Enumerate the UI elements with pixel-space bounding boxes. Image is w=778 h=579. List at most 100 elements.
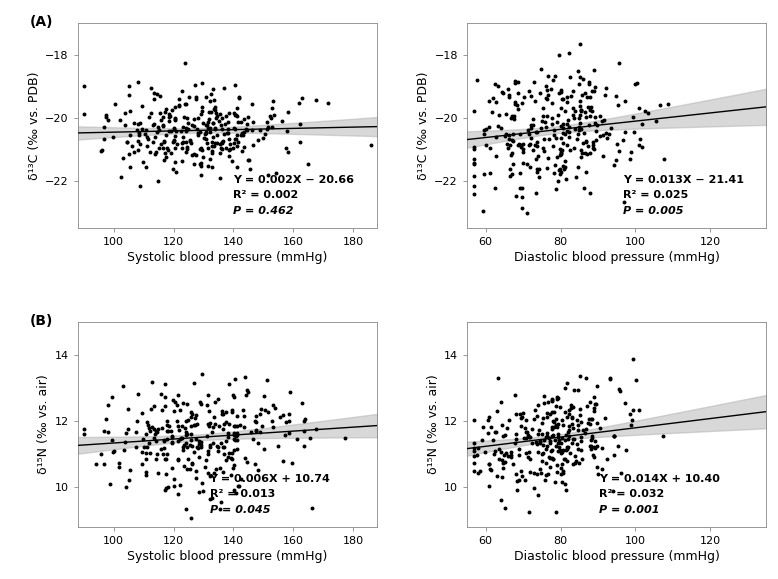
Point	[226, 406, 238, 415]
Point	[144, 427, 156, 436]
Point	[293, 98, 306, 107]
Point	[204, 442, 216, 452]
Point	[258, 130, 271, 139]
Point	[261, 124, 273, 133]
Point	[538, 392, 551, 401]
Point	[194, 158, 207, 167]
Point	[636, 120, 648, 129]
Point	[509, 97, 521, 106]
Point	[175, 126, 187, 135]
Point	[468, 159, 481, 168]
Point	[545, 424, 558, 434]
Point	[503, 90, 515, 100]
Point	[176, 156, 188, 166]
Point	[551, 460, 563, 470]
Point	[562, 133, 575, 142]
Point	[202, 117, 215, 126]
Point	[107, 448, 119, 457]
Point	[564, 448, 576, 457]
Point	[160, 153, 173, 162]
Point	[109, 99, 121, 108]
Point	[205, 90, 217, 99]
Point	[497, 464, 510, 473]
Point	[120, 428, 132, 437]
Point	[520, 433, 532, 442]
Point	[212, 446, 224, 455]
Point	[559, 407, 571, 416]
Point	[177, 441, 190, 450]
Point	[503, 130, 516, 140]
Point	[553, 50, 566, 60]
Point	[151, 90, 163, 99]
Point	[299, 415, 311, 424]
Point	[535, 123, 548, 133]
Point	[576, 90, 588, 100]
Text: Y = 0.006X + 10.74: Y = 0.006X + 10.74	[209, 474, 331, 484]
Point	[489, 184, 501, 193]
Point	[479, 124, 492, 134]
Point	[148, 434, 160, 443]
Point	[306, 503, 318, 512]
Point	[587, 145, 600, 154]
Point	[513, 475, 525, 485]
Point	[218, 450, 230, 459]
Point	[180, 113, 193, 122]
Point	[559, 129, 572, 138]
Point	[627, 405, 640, 415]
Point	[297, 442, 310, 451]
Point	[98, 426, 110, 435]
Point	[562, 435, 574, 444]
Point	[252, 466, 265, 475]
Point	[131, 125, 143, 134]
Point	[524, 433, 536, 442]
Point	[560, 430, 573, 439]
Point	[516, 98, 528, 108]
Point	[124, 465, 137, 474]
Point	[559, 163, 571, 172]
Point	[254, 404, 267, 413]
Point	[580, 373, 593, 383]
Point	[530, 155, 542, 164]
Point	[174, 434, 187, 444]
Point	[513, 130, 526, 139]
Point	[269, 404, 282, 413]
Point	[482, 482, 495, 491]
Point	[590, 400, 602, 409]
Point	[507, 459, 520, 468]
Point	[226, 143, 239, 152]
Point	[172, 455, 184, 464]
Point	[283, 428, 296, 438]
Point	[169, 113, 181, 123]
Point	[282, 417, 295, 426]
Point	[199, 462, 212, 471]
Point	[162, 427, 174, 436]
Point	[510, 469, 522, 478]
Point	[266, 416, 279, 426]
Point	[489, 428, 502, 437]
Point	[630, 78, 643, 87]
Point	[150, 426, 163, 435]
Point	[192, 443, 205, 452]
Point	[279, 430, 291, 439]
Point	[215, 144, 227, 153]
Point	[190, 151, 202, 160]
Point	[296, 94, 309, 103]
Point	[218, 419, 230, 428]
Point	[500, 449, 513, 458]
Point	[169, 102, 181, 112]
Point	[156, 390, 168, 399]
Point	[252, 135, 265, 144]
Point	[147, 94, 159, 103]
Text: R² = 0.025: R² = 0.025	[622, 190, 688, 200]
Point	[187, 149, 200, 159]
Point	[531, 401, 544, 410]
Point	[552, 394, 564, 403]
Point	[586, 415, 598, 424]
Point	[230, 110, 243, 119]
Point	[196, 102, 209, 112]
Point	[503, 171, 516, 181]
Point	[596, 443, 608, 452]
Point	[233, 93, 245, 102]
Point	[107, 132, 119, 141]
Point	[152, 177, 165, 186]
